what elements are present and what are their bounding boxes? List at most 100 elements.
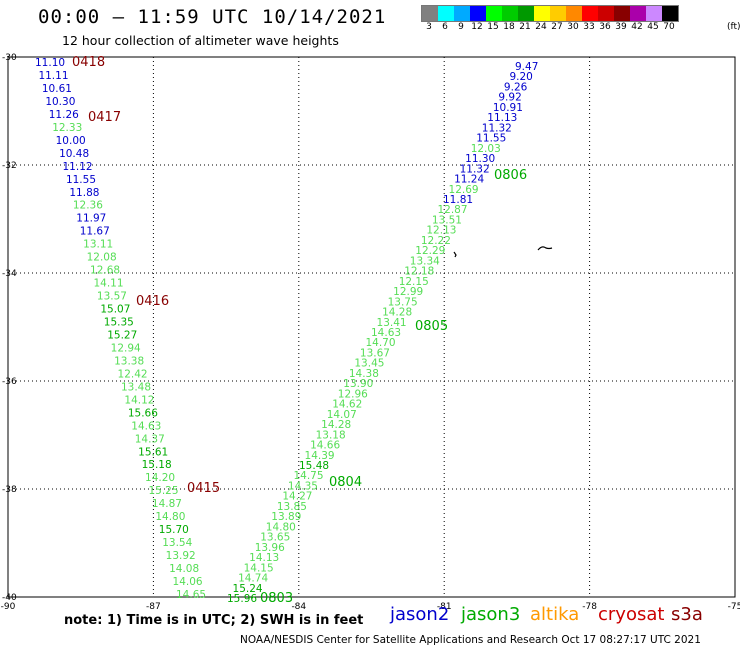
swh-value: 14.27 (282, 491, 312, 503)
swh-value: 15.24 (233, 583, 263, 595)
island-shape (537, 246, 553, 251)
legend-label: 33 (583, 22, 595, 32)
swh-value: 14.28 (321, 419, 351, 431)
lat-tick-label: -38 (2, 485, 17, 495)
color-legend (421, 5, 679, 22)
swh-value: 12.03 (471, 143, 501, 155)
legend-label: 42 (631, 22, 643, 32)
swh-value: 12.33 (52, 122, 82, 134)
swh-value: 14.65 (176, 589, 206, 601)
swh-value: 12.68 (90, 265, 120, 277)
legend-swatch (534, 6, 550, 21)
swh-value: 14.28 (382, 307, 412, 319)
swh-value: 11.12 (63, 161, 93, 173)
swh-value: 11.32 (482, 122, 512, 134)
swh-value: 10.30 (45, 96, 75, 108)
lat-tick-label: -36 (2, 377, 17, 387)
lon-tick-label: -84 (291, 602, 306, 612)
legend-altika: altika (530, 604, 580, 625)
swh-value: 13.67 (360, 347, 390, 359)
swh-value: 15.61 (138, 446, 168, 458)
legend-swatch (646, 6, 662, 21)
swh-value: 12.36 (73, 200, 103, 212)
swh-value: 13.89 (271, 511, 301, 523)
swh-value: 13.51 (432, 214, 462, 226)
lat-tick-label: -30 (2, 53, 17, 63)
legend-label: 45 (647, 22, 659, 32)
swh-value: 14.74 (238, 573, 268, 585)
legend-s3a: s3a (671, 604, 703, 625)
pass-time-label: 0415 (187, 481, 220, 496)
legend-label: 12 (471, 22, 483, 32)
lat-tick-label: -34 (2, 269, 17, 279)
swh-value: 13.92 (166, 550, 196, 562)
swh-value: 14.75 (293, 470, 323, 482)
lat-tick-label: -40 (2, 593, 17, 603)
pass-time-label: 0417 (88, 110, 121, 125)
swh-value: 14.39 (305, 450, 335, 462)
legend-unit: (ft) (727, 22, 740, 32)
legend-label: 18 (503, 22, 515, 32)
swh-value: 14.80 (266, 521, 296, 533)
swh-value: 9.26 (504, 81, 528, 93)
swh-value: 11.32 (460, 163, 490, 175)
footer-credit: NOAA/NESDIS Center for Satellite Applica… (240, 634, 701, 646)
swh-value: 11.10 (35, 57, 65, 69)
swh-value: 11.97 (76, 213, 106, 225)
swh-value: 13.75 (388, 296, 418, 308)
swh-value: 14.11 (93, 278, 123, 290)
pass-time-label: 0418 (72, 55, 105, 70)
swh-value: 15.18 (142, 459, 172, 471)
swh-value: 12.15 (399, 276, 429, 288)
swh-value: 12.69 (449, 184, 479, 196)
swh-value: 13.57 (97, 291, 127, 303)
swh-value: 10.00 (56, 135, 86, 147)
swh-value: 14.66 (310, 440, 340, 452)
swh-value: 15.96 (227, 593, 257, 605)
swh-value: 11.13 (487, 112, 517, 124)
swh-value: 12.99 (393, 286, 423, 298)
legend-swatch (422, 6, 438, 21)
swh-value: 13.45 (354, 358, 384, 370)
footer-note: note: 1) Time is in UTC; 2) SWH is in fe… (64, 613, 364, 628)
swh-value: 10.48 (59, 148, 89, 160)
swh-value: 15.48 (299, 460, 329, 472)
swh-value: 14.37 (135, 433, 165, 445)
swh-value: 14.62 (332, 399, 362, 411)
swh-value: 12.13 (426, 225, 456, 237)
legend-swatch (550, 6, 566, 21)
swh-value: 14.15 (244, 562, 274, 574)
swh-value: 15.27 (107, 329, 137, 341)
swh-value: 15.35 (104, 317, 134, 329)
swh-value: 14.63 (131, 420, 161, 432)
swh-value: 14.07 (327, 409, 357, 421)
swh-value: 11.26 (49, 109, 79, 121)
map-frame (7, 56, 736, 598)
pass-time-label: 0416 (136, 294, 169, 309)
lon-tick-label: -87 (146, 602, 161, 612)
swh-value: 15.25 (148, 485, 178, 497)
legend-label: 70 (663, 22, 675, 32)
legend-cryosat: cryosat (598, 604, 665, 625)
legend-swatch (582, 6, 598, 21)
lon-tick-label: -90 (1, 602, 16, 612)
swh-value: 13.65 (260, 532, 290, 544)
swh-value: 14.20 (145, 472, 175, 484)
swh-value: 14.13 (249, 552, 279, 564)
pass-time-label: 0803 (260, 591, 293, 606)
legend-label: 9 (458, 22, 464, 32)
swh-value: 15.66 (128, 407, 158, 419)
legend-swatch (614, 6, 630, 21)
island-shape (453, 251, 457, 258)
legend-jason2: jason2 (390, 604, 450, 625)
swh-value: 13.41 (377, 317, 407, 329)
legend-label: 30 (567, 22, 579, 32)
swh-value: 11.55 (66, 174, 96, 186)
swh-value: 14.80 (155, 511, 185, 523)
swh-value: 11.55 (476, 133, 506, 145)
page-subtitle: 12 hour collection of altimeter wave hei… (62, 33, 339, 48)
legend-label: 39 (615, 22, 627, 32)
pass-time-label: 0806 (494, 168, 527, 183)
pass-time-label: 0804 (329, 475, 362, 490)
